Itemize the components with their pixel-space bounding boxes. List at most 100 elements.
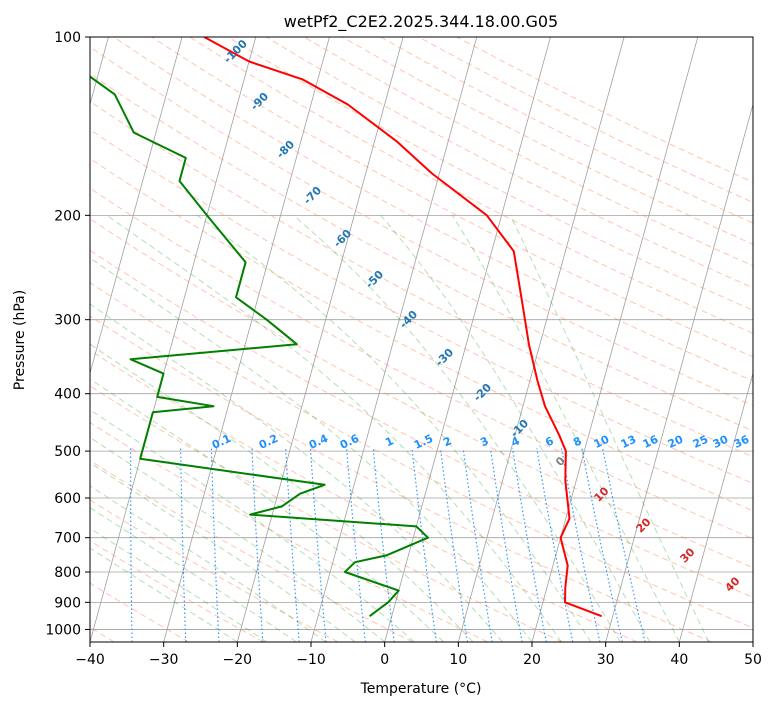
- mixing-ratio-label: 30: [711, 433, 731, 451]
- y-axis-label: Pressure (hPa): [12, 290, 28, 390]
- x-tick-label: −20: [223, 652, 253, 668]
- moist-adiabat: [90, 527, 268, 642]
- dry-adiabat: [380, 37, 753, 224]
- mixing-ratio-line: [210, 448, 220, 642]
- mixing-ratio-line: [489, 448, 523, 642]
- dry-adiabat: [90, 499, 339, 642]
- y-tick-label: 400: [54, 387, 81, 403]
- moist-adiabat: [106, 214, 562, 642]
- dry-adiabat: [418, 37, 753, 203]
- y-tick-label: 1000: [45, 622, 81, 638]
- mixing-ratio-line: [536, 448, 574, 642]
- dry-adiabat: [113, 37, 753, 382]
- mixing-ratio-line: [82, 449, 84, 643]
- dry-adiabat: [90, 540, 264, 642]
- dry-adiabat: [90, 157, 753, 512]
- dry-adiabat-label: -100: [221, 37, 250, 66]
- plot-area: [82, 37, 753, 643]
- mixing-ratio-line: [439, 448, 469, 642]
- y-tick-label: 700: [54, 531, 81, 547]
- chart-title: wetPf2_C2E2.2025.344.18.00.G05: [284, 12, 558, 32]
- profile-series: [90, 37, 603, 618]
- dry-adiabat: [90, 315, 712, 642]
- moist-adiabat: [509, 215, 710, 642]
- mixing-ratio-label: 13: [619, 433, 638, 451]
- isotherm-line: [678, 371, 753, 642]
- dry-adiabats: [90, 37, 753, 642]
- isobar-gridlines: [90, 37, 753, 630]
- moist-adiabat: [380, 214, 651, 642]
- x-tick-label: 50: [744, 652, 762, 668]
- dry-adiabat: [90, 100, 753, 458]
- x-axis-ticks: −40 −30 −20 −10 0 10 20 30 40 50: [75, 642, 762, 668]
- dry-adiabat-label: -90: [248, 90, 271, 113]
- dry-adiabat-label: -70: [301, 184, 324, 207]
- mixing-ratio-label: 20: [666, 433, 686, 451]
- y-tick-label: 800: [54, 565, 81, 581]
- mixing-ratio-line: [309, 448, 327, 642]
- y-tick-label: 500: [54, 444, 81, 460]
- mixing-ratio-line: [130, 448, 133, 642]
- moist-adiabat: [196, 214, 592, 642]
- mixing-ratio-label: 1: [383, 434, 395, 449]
- mixing-ratio-lines: [82, 448, 646, 643]
- dry-adiabat: [90, 128, 753, 484]
- y-tick-label: 900: [54, 595, 81, 611]
- isotherm-line: [310, 37, 478, 642]
- x-tick-label: 40: [670, 652, 688, 668]
- isotherm-lines: [90, 37, 753, 642]
- dry-adiabat-label: -20: [471, 381, 494, 404]
- mixing-ratio-line: [411, 448, 437, 642]
- isotherm-line: [457, 37, 625, 642]
- moist-adiabat: [90, 343, 474, 642]
- dry-adiabat-label: -60: [331, 227, 354, 250]
- mixing-ratio-line: [462, 448, 493, 642]
- dry-adiabat: [90, 249, 753, 598]
- mixing-ratio-label: 36: [732, 433, 752, 451]
- dry-adiabat: [90, 218, 753, 569]
- mixing-ratio-label: 3: [478, 434, 490, 449]
- x-tick-label: 10: [449, 652, 467, 668]
- plot-frame: [89, 36, 754, 643]
- mixing-ratio-label: 10: [592, 433, 612, 451]
- dry-adiabat: [90, 282, 753, 629]
- dry-adiabat-label: 20: [634, 515, 654, 535]
- mixing-ratio-line: [581, 448, 623, 642]
- y-tick-label: 600: [54, 491, 81, 507]
- moist-adiabat: [90, 436, 386, 642]
- mixing-ratio-label: 25: [691, 433, 710, 451]
- moist-adiabat: [90, 257, 533, 642]
- x-tick-label: −40: [75, 652, 105, 668]
- mixing-ratio-label: 16: [641, 433, 661, 451]
- x-tick-label: 30: [597, 652, 615, 668]
- isotherm-line: [531, 37, 699, 642]
- moist-adiabat: [90, 409, 415, 642]
- moist-adiabat: [90, 462, 356, 642]
- x-tick-label: −30: [149, 652, 179, 668]
- moist-adiabat: [90, 485, 326, 642]
- mixing-ratio-line: [180, 448, 187, 642]
- dry-adiabat: [456, 37, 753, 183]
- mixing-ratio-label: 0.6: [338, 432, 361, 452]
- dry-adiabat: [90, 459, 414, 642]
- mixing-ratio-line: [512, 448, 547, 642]
- temperature-profile-line: [203, 37, 603, 618]
- isotherm-line: [163, 37, 330, 642]
- dry-adiabat-label: -40: [397, 308, 420, 331]
- x-axis-label: Temperature (°C): [360, 681, 482, 697]
- isotherm-line: [90, 37, 257, 642]
- mixing-ratio-label: 0.4: [307, 432, 330, 452]
- dry-adiabat: [90, 187, 753, 540]
- mixing-ratio-line: [602, 448, 646, 642]
- y-tick-label: 200: [54, 208, 81, 224]
- moist-adiabat: [90, 506, 297, 642]
- adiabat-labels: -100-90-80-70-60-50-40-30-20-10010203040…: [210, 37, 752, 595]
- isotherm-line: [752, 640, 753, 642]
- moist-adiabat: [293, 214, 621, 642]
- x-tick-label: 20: [523, 652, 541, 668]
- dry-adiabat: [90, 422, 488, 642]
- dry-adiabat-label: -30: [433, 346, 456, 369]
- mixing-ratio-label: 6: [543, 434, 556, 449]
- mixing-ratio-label: 0.1: [210, 432, 233, 452]
- moist-adiabats: [90, 214, 710, 642]
